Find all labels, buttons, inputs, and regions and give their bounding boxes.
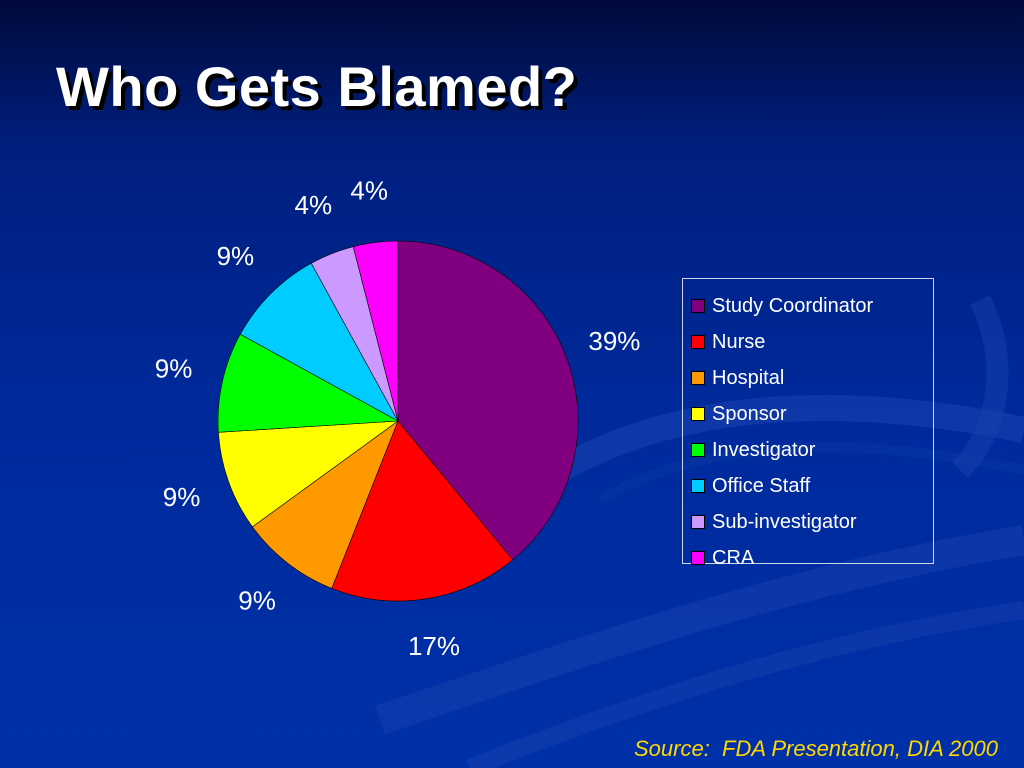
legend-item-study-coordinator: Study Coordinator	[689, 288, 933, 324]
pie-slice-sponsor	[218, 420, 400, 528]
legend-item-sponsor: Sponsor	[689, 396, 933, 432]
legend-swatch	[691, 407, 705, 421]
pie-slice-investigator	[217, 333, 400, 433]
pie-slice-nurse	[331, 420, 514, 602]
legend-item-cra: CRA	[689, 540, 933, 576]
legend-item-nurse: Nurse	[689, 324, 933, 360]
pie-label-hospital: 9%	[238, 586, 276, 616]
legend-label: Office Staff	[712, 474, 811, 497]
legend-swatch	[691, 515, 705, 529]
legend-label: CRA	[712, 546, 755, 569]
pie-slices	[217, 240, 579, 602]
legend-item-sub-investigator: Sub-investigator	[689, 504, 933, 540]
legend-item-office-staff: Office Staff	[689, 468, 933, 504]
pie-slice-office-staff	[239, 262, 399, 422]
pie-slice-study-coordinator	[397, 240, 579, 561]
chart-legend: Study Coordinator Nurse Hospital Sponsor Inv…	[682, 278, 934, 569]
legend-label: Study Coordinator	[712, 294, 874, 317]
pie-label-nurse: 17%	[408, 631, 460, 661]
pie-label-cra: 4%	[350, 176, 388, 206]
legend-swatch	[691, 551, 705, 565]
legend-swatch	[691, 443, 705, 457]
pie-labels: 39% 17% 9% 9% 9% 9% 4% 4%	[155, 176, 641, 661]
slide-title: Who Gets Blamed?	[56, 55, 578, 118]
legend-swatch	[691, 299, 705, 313]
legend-swatch	[691, 335, 705, 349]
source-citation: Source: FDA Presentation, DIA 2000	[634, 736, 998, 761]
legend-label: Nurse	[712, 330, 766, 353]
pie-slice-hospital	[251, 420, 399, 589]
pie-label-office-staff: 9%	[217, 241, 255, 271]
legend-label: Sub-investigator	[712, 510, 857, 533]
pie-slice-cra	[352, 240, 399, 422]
pie-label-sub-investigator: 4%	[295, 190, 333, 220]
legend-item-investigator: Investigator	[689, 432, 933, 468]
legend-label: Investigator	[712, 438, 816, 461]
pie-label-study-coordinator: 39%	[588, 326, 640, 356]
legend-item-hospital: Hospital	[689, 360, 933, 396]
legend-swatch	[691, 479, 705, 493]
legend-label: Sponsor	[712, 402, 787, 425]
pie-label-sponsor: 9%	[163, 482, 201, 512]
legend-swatch	[691, 371, 705, 385]
legend-label: Hospital	[712, 366, 785, 389]
pie-label-investigator: 9%	[155, 354, 193, 384]
